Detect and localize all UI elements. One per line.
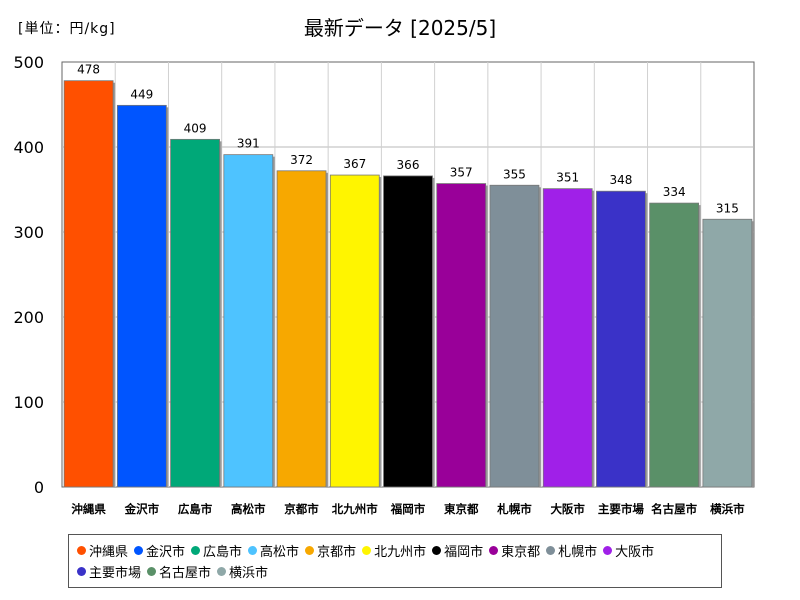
data-label: 409: [184, 121, 207, 135]
bar: [542, 188, 593, 488]
x-tick-label: 横浜市: [710, 502, 745, 516]
legend-item: 東京都: [489, 540, 540, 561]
legend-item: 北九州市: [362, 540, 426, 561]
x-tick-label: 広島市: [178, 502, 213, 516]
legend-label: 沖縄県: [89, 545, 129, 560]
chart-legend: 沖縄県 金沢市 広島市 高松市 京都市 北九州市 福岡市 東京都 札幌市 大阪市主要市場 名古屋市 横…: [68, 534, 722, 588]
legend-item: 横浜市: [217, 561, 268, 582]
legend-marker: [191, 546, 201, 555]
x-tick-label: 大阪市: [550, 502, 585, 516]
legend-item: 大阪市: [603, 540, 654, 561]
chart-title: 最新データ [2025/5]: [303, 16, 497, 40]
legend-item: 沖縄県: [77, 540, 128, 561]
legend-marker: [77, 567, 86, 576]
legend-marker: [489, 546, 499, 555]
legend-label: 高松市: [260, 545, 300, 560]
legend-marker: [77, 546, 86, 555]
legend-label: 大阪市: [615, 545, 655, 560]
legend-marker: [362, 546, 372, 555]
bar: [383, 175, 433, 488]
y-tick-label: 300: [13, 223, 44, 242]
bar: [116, 104, 167, 488]
unit-label: [単位：円/kg]: [18, 21, 116, 37]
x-tick-label: 主要市場: [598, 502, 644, 516]
bar: [489, 184, 540, 488]
legend-label: 名古屋市: [159, 566, 212, 581]
data-label: 449: [130, 87, 153, 101]
x-tick-label: 札幌市: [496, 502, 532, 516]
x-tick-label: 東京都: [444, 502, 479, 516]
legend-item: 京都市: [305, 540, 356, 561]
data-label: 351: [556, 171, 579, 185]
bar: [223, 154, 274, 488]
x-tick-label: 金沢市: [124, 502, 160, 516]
bar: [276, 170, 327, 488]
legend-label: 福岡市: [444, 545, 484, 560]
y-tick-label: 400: [13, 138, 44, 157]
bar: [649, 202, 700, 488]
legend-item: 高松市: [248, 540, 299, 561]
x-tick-label: 名古屋市: [651, 502, 697, 516]
legend-item: 札幌市: [546, 540, 597, 561]
legend-item: 主要市場: [77, 561, 141, 582]
y-tick-label: 100: [13, 393, 44, 412]
bar: [329, 174, 380, 488]
y-tick-label: 500: [13, 53, 44, 72]
legend-label: 横浜市: [229, 566, 269, 581]
legend-item: 金沢市: [134, 540, 185, 561]
legend-item: 名古屋市: [147, 561, 211, 582]
legend-label: 金沢市: [146, 545, 186, 560]
x-tick-label: 北九州市: [332, 502, 378, 516]
data-label: 391: [237, 137, 260, 151]
data-label: 372: [290, 153, 313, 167]
legend-label: 京都市: [317, 545, 357, 560]
legend-marker: [546, 546, 556, 555]
data-label: 478: [77, 63, 100, 77]
data-label: 367: [343, 157, 366, 171]
bar: [702, 218, 753, 488]
legend-label: 広島市: [203, 545, 243, 560]
legend-marker: [134, 546, 144, 555]
legend-label: 主要市場: [89, 566, 142, 581]
x-tick-label: 京都市: [284, 502, 319, 516]
data-label: 357: [450, 166, 473, 180]
bar: [436, 183, 487, 488]
legend-marker: [248, 546, 258, 555]
legend-marker: [217, 567, 227, 576]
legend-label: 東京都: [501, 545, 541, 560]
legend-marker: [147, 567, 157, 576]
legend-label: 札幌市: [558, 545, 598, 560]
legend-label: 北九州市: [374, 545, 427, 560]
legend-item: 広島市: [191, 540, 242, 561]
x-tick-label: 沖縄県: [71, 502, 106, 516]
data-label: 366: [397, 158, 420, 172]
y-tick-label: 0: [34, 478, 44, 497]
data-label: 315: [716, 201, 739, 215]
legend-marker: [305, 546, 315, 555]
bar: [170, 138, 220, 488]
data-label: 348: [609, 173, 632, 187]
x-tick-label: 福岡市: [390, 502, 426, 516]
legend-marker: [603, 546, 613, 555]
legend-marker: [432, 546, 442, 555]
bar: [596, 190, 646, 488]
x-tick-label: 高松市: [231, 502, 266, 516]
legend-item: 福岡市: [432, 540, 483, 561]
bar: [63, 80, 114, 488]
data-label: 355: [503, 167, 526, 181]
data-label: 334: [663, 185, 686, 199]
y-tick-label: 200: [13, 308, 44, 327]
